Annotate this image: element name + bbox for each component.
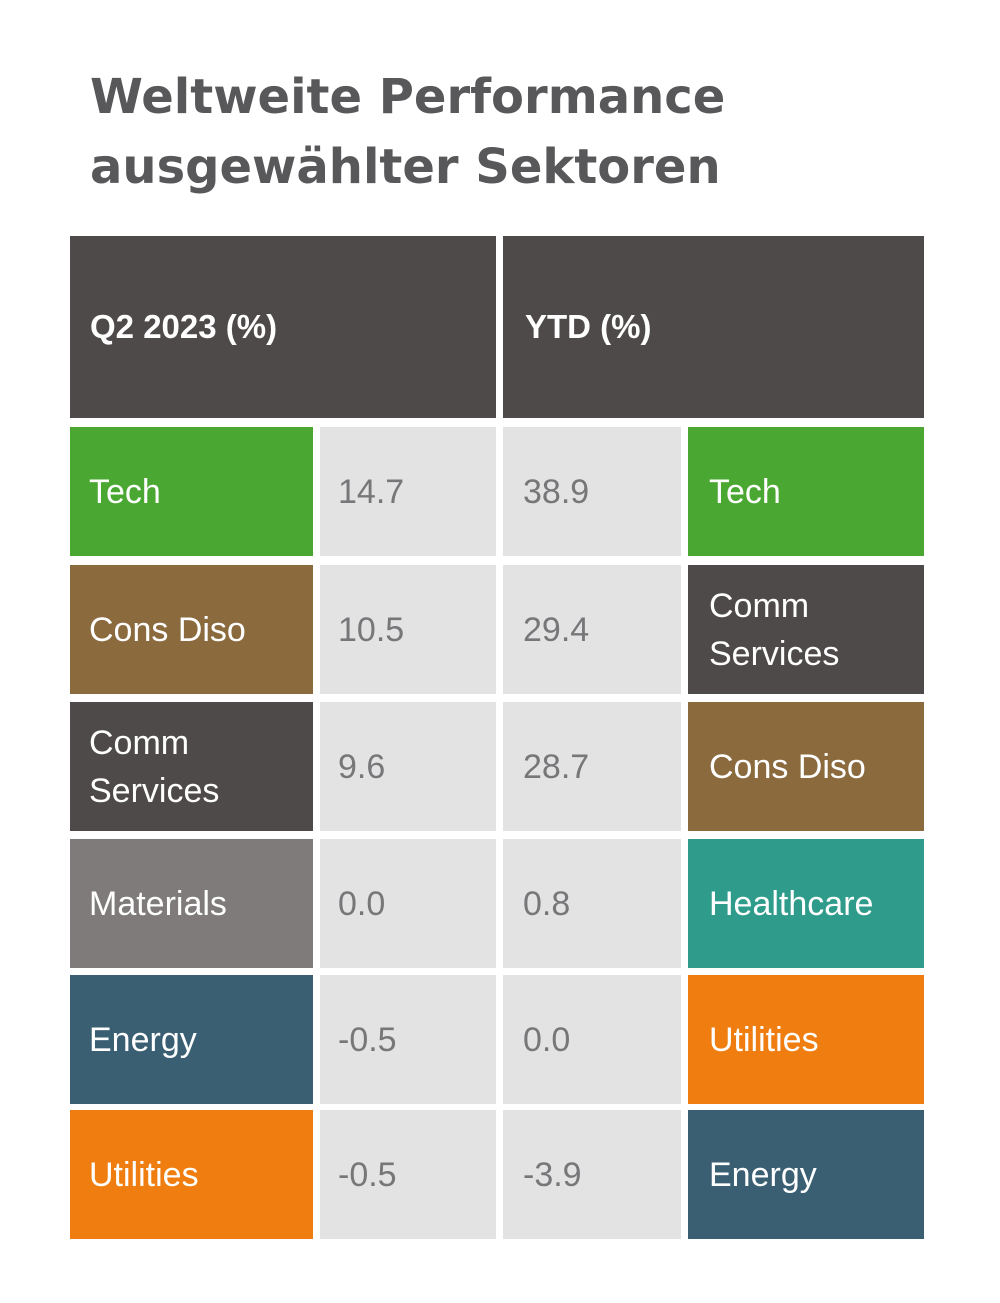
q2-value-tech: 14.7	[320, 427, 496, 556]
ytd-column-header: YTD (%)	[503, 236, 924, 418]
ytd-value-energy: -3.9	[503, 1110, 681, 1239]
ytd-sector-energy: Energy	[688, 1110, 924, 1239]
ytd-value-cons-diso: 28.7	[503, 702, 681, 831]
q2-value-materials: 0.0	[320, 839, 496, 968]
title-line-1: Weltweite Performance	[90, 69, 726, 125]
ytd-sector-tech: Tech	[688, 427, 924, 556]
ytd-sector-utilities: Utilities	[688, 975, 924, 1104]
q2-sector-materials: Materials	[70, 839, 313, 968]
ytd-value-healthcare: 0.8	[503, 839, 681, 968]
q2-column-header: Q2 2023 (%)	[70, 236, 496, 418]
ytd-sector-cons-diso: Cons Diso	[688, 702, 924, 831]
q2-value-utilities: -0.5	[320, 1110, 496, 1239]
q2-value-comm-services: 9.6	[320, 702, 496, 831]
q2-sector-tech: Tech	[70, 427, 313, 556]
q2-sector-energy: Energy	[70, 975, 313, 1104]
ytd-value-utilities: 0.0	[503, 975, 681, 1104]
q2-value-energy: -0.5	[320, 975, 496, 1104]
q2-sector-utilities: Utilities	[70, 1110, 313, 1239]
ytd-value-tech: 38.9	[503, 427, 681, 556]
title-line-2: ausgewählter Sektoren	[90, 139, 721, 195]
q2-sector-comm-services: Comm Services	[70, 702, 313, 831]
q2-sector-cons-diso: Cons Diso	[70, 565, 313, 694]
ytd-sector-comm-services: Comm Services	[688, 565, 924, 694]
q2-value-cons-diso: 10.5	[320, 565, 496, 694]
ytd-sector-healthcare: Healthcare	[688, 839, 924, 968]
page-title: Weltweite Performance ausgewählter Sekto…	[90, 62, 950, 202]
ytd-value-comm-services: 29.4	[503, 565, 681, 694]
